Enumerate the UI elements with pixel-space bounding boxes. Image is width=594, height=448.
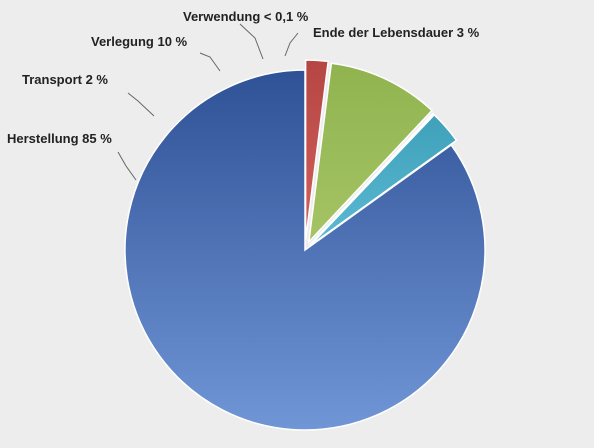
slice-label-transport: Transport 2 % (22, 72, 108, 87)
pie-slice-transport (304, 59, 330, 241)
leader-line-verwendung (239, 23, 264, 60)
slice-label-herstellung: Herstellung 85 % (7, 131, 112, 146)
pie-slice-verlegung (307, 62, 434, 245)
slice-label-verlegung: Verlegung 10 % (91, 34, 188, 49)
leader-line-verlegung (199, 52, 221, 72)
leader-line-herstellung (117, 151, 137, 181)
slice-label-verwendung: Verwendung < 0,1 % (183, 9, 309, 24)
leader-line-ende-der-lebensdauer (284, 32, 299, 57)
leader-line-transport (127, 92, 155, 117)
pie-slice-ende-der-lebensdauer (309, 113, 458, 247)
pie-slice-herstellung (124, 69, 486, 431)
pie-slices (124, 59, 486, 431)
leader-lines (117, 23, 299, 181)
slice-label-ende-der-lebensdauer: Ende der Lebensdauer 3 % (313, 25, 480, 40)
slice-labels: Herstellung 85 % Transport 2 % Verlegung 1… (7, 9, 480, 146)
